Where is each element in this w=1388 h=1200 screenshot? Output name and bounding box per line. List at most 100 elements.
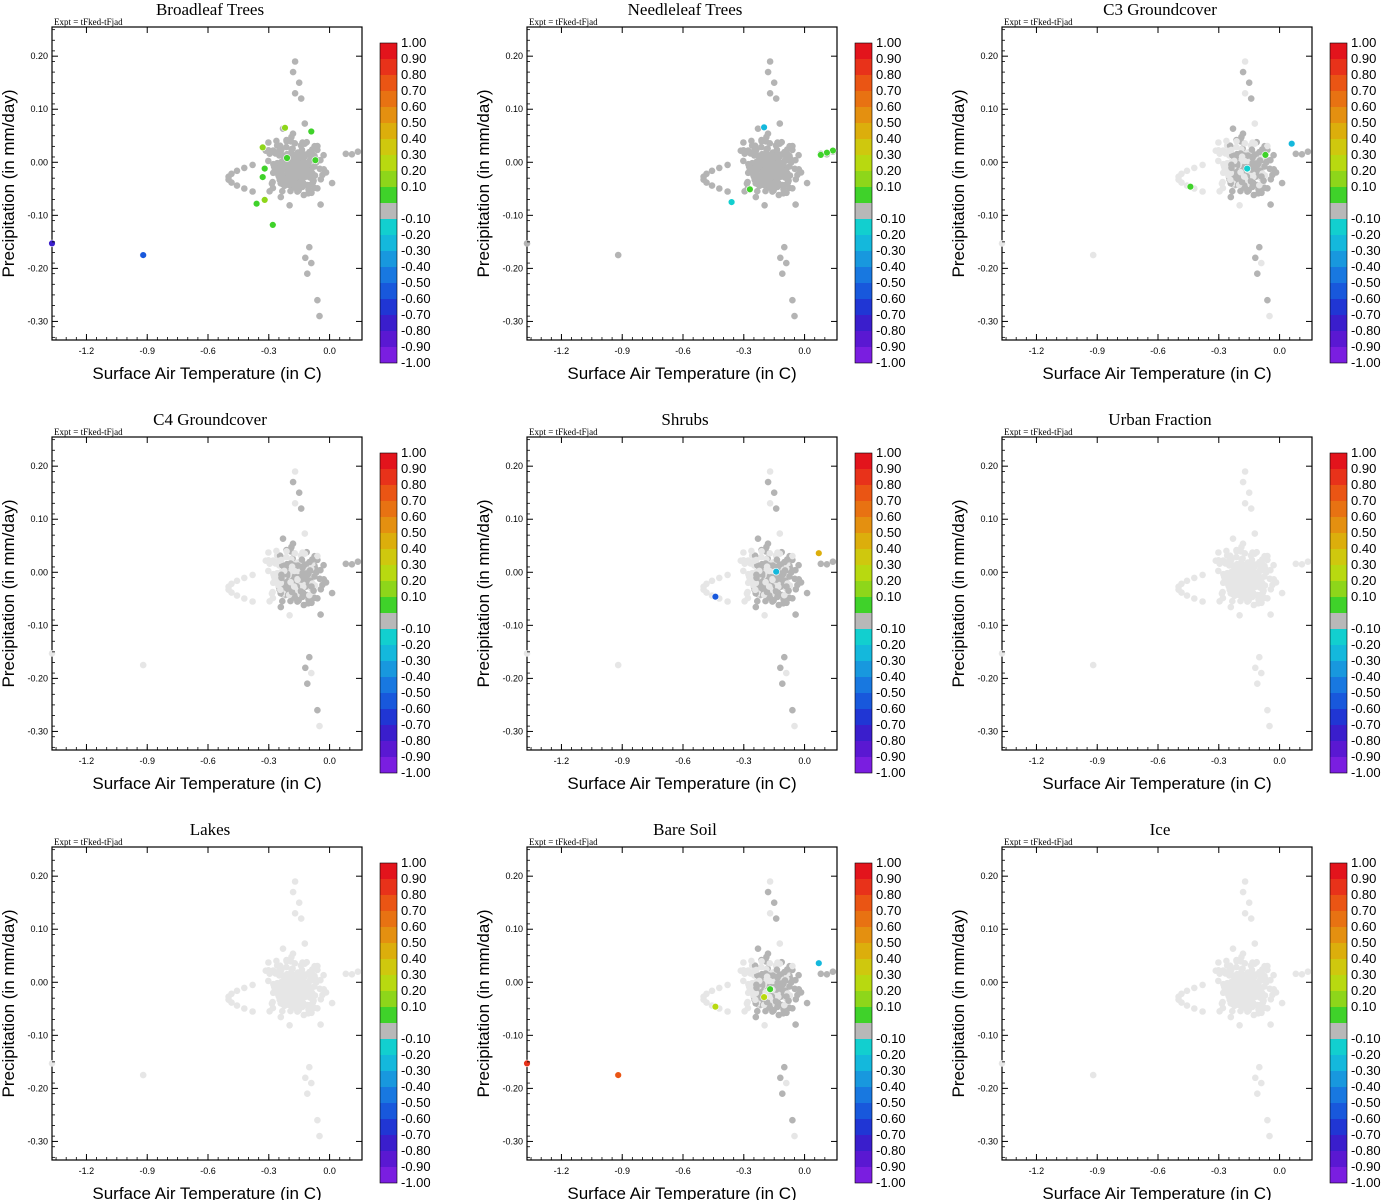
colorbar: 1.000.900.800.700.600.500.400.300.200.10…: [854, 855, 906, 1190]
panel-bare-soil: Bare Soil Expt = tFked-tFjad -1.2 -0.9 -0.6 -…: [474, 820, 906, 1200]
panel-shrubs: Shrubs Expt = tFked-tFjad -1.2 -0.9 -0.6 -0.3…: [474, 410, 906, 793]
colorbar-swatch: [380, 315, 397, 331]
data-point: [762, 187, 769, 195]
colorbar-label: 1.00: [876, 35, 901, 50]
colorbar-label: -0.10: [1351, 211, 1381, 226]
colorbar-label: -1.00: [1351, 355, 1381, 370]
data-point: [289, 540, 297, 547]
data-point: [1247, 505, 1255, 512]
data-point: [1266, 722, 1273, 730]
colorbar-label: 0.70: [401, 83, 426, 98]
data-point: [1254, 571, 1261, 578]
data-point: [1292, 150, 1300, 158]
colorbar-label: 0.10: [401, 999, 426, 1014]
colorbar-swatch: [1330, 943, 1347, 959]
colorbar-label: 0.60: [876, 99, 901, 114]
data-point: [758, 963, 765, 971]
data-point: [781, 181, 788, 189]
data-point: [1239, 540, 1247, 547]
data-point: [278, 146, 285, 154]
expt-label: Expt = tFked-tFjad: [529, 17, 598, 27]
colorbar-label: -1.00: [876, 355, 906, 370]
colorbar-label: -0.20: [401, 227, 431, 242]
colorbar-swatch: [855, 1087, 872, 1103]
data-point: [703, 179, 710, 186]
data-point: [266, 560, 274, 567]
data-point: [1261, 1004, 1268, 1012]
colorbar-swatch: [855, 267, 872, 283]
y-tick-label: 0.00: [505, 157, 523, 167]
colorbar-label: 0.70: [876, 83, 901, 98]
data-point: [724, 571, 731, 579]
x-axis-label: Surface Air Temperature (in C): [1042, 774, 1271, 793]
colorbar-swatch: [380, 597, 397, 613]
data-point: [740, 549, 747, 556]
x-tick-label: 0.0: [1273, 756, 1286, 766]
data-point: [306, 1001, 313, 1009]
data-point: [297, 178, 305, 185]
data-point: [788, 159, 795, 166]
data-point: [708, 167, 716, 175]
colorbar-label: -0.50: [401, 1095, 431, 1110]
x-axis-label: Surface Air Temperature (in C): [92, 774, 321, 793]
panel-title: C4 Groundcover: [153, 410, 267, 429]
colorbar-frame: [854, 452, 873, 774]
colorbar-swatch: [1330, 1135, 1347, 1151]
data-point: [765, 173, 773, 180]
colorbar-swatch: [855, 107, 872, 123]
data-point: [1269, 171, 1276, 179]
data-point: [740, 977, 747, 985]
data-point: [302, 1074, 309, 1082]
data-point: [249, 571, 256, 579]
data-point: [1183, 592, 1191, 599]
data-point: [716, 984, 723, 992]
data-point: [241, 1005, 248, 1012]
data-point: [277, 193, 285, 201]
data-point: [241, 164, 248, 172]
colorbar-label: -0.50: [1351, 685, 1381, 700]
colorbar-swatch: [855, 171, 872, 187]
colorbar-swatch: [380, 1071, 397, 1087]
colorbar-label: 0.90: [876, 51, 901, 66]
data-point: [748, 957, 755, 965]
data-point: [48, 650, 56, 657]
colorbar-swatch: [380, 1055, 397, 1071]
data-point: [761, 612, 768, 619]
colorbar-label: 0.40: [876, 131, 901, 146]
highlight-point: [261, 164, 269, 173]
colorbar-swatch: [1330, 91, 1347, 107]
colorbar-label: 0.20: [401, 983, 426, 998]
colorbar-swatch: [1330, 1151, 1347, 1167]
data-point: [764, 888, 772, 896]
data-point: [314, 296, 321, 304]
data-point: [762, 597, 769, 605]
data-point: [320, 971, 327, 979]
data-point: [791, 1132, 798, 1140]
x-tick-label: 0.0: [1273, 346, 1286, 356]
colorbar-swatch: [1330, 347, 1347, 363]
data-point: [233, 592, 241, 599]
colorbar-label: 1.00: [1351, 855, 1376, 870]
colorbar-swatch: [855, 347, 872, 363]
colorbar-swatch: [380, 741, 397, 757]
data-point: [762, 578, 769, 586]
data-point: [311, 184, 318, 192]
data-point: [316, 1132, 323, 1140]
data-point: [286, 202, 293, 209]
colorbar-label: -0.90: [1351, 339, 1381, 354]
colorbar-swatch: [855, 1103, 872, 1119]
colorbar-label: -0.80: [1351, 1143, 1381, 1158]
colorbar-label: 0.70: [401, 903, 426, 918]
x-tick-label: -0.3: [736, 346, 752, 356]
colorbar-frame: [379, 452, 398, 774]
y-axis-label: Precipitation (in mm/day): [949, 89, 968, 277]
data-point: [342, 970, 350, 978]
data-point: [770, 1007, 777, 1014]
panel-title: Broadleaf Trees: [156, 0, 264, 19]
colorbar-swatch: [855, 549, 872, 565]
data-point: [786, 594, 793, 602]
x-axis-label: Surface Air Temperature (in C): [1042, 1184, 1271, 1200]
data-point: [1251, 550, 1259, 557]
data-point: [1238, 563, 1246, 570]
